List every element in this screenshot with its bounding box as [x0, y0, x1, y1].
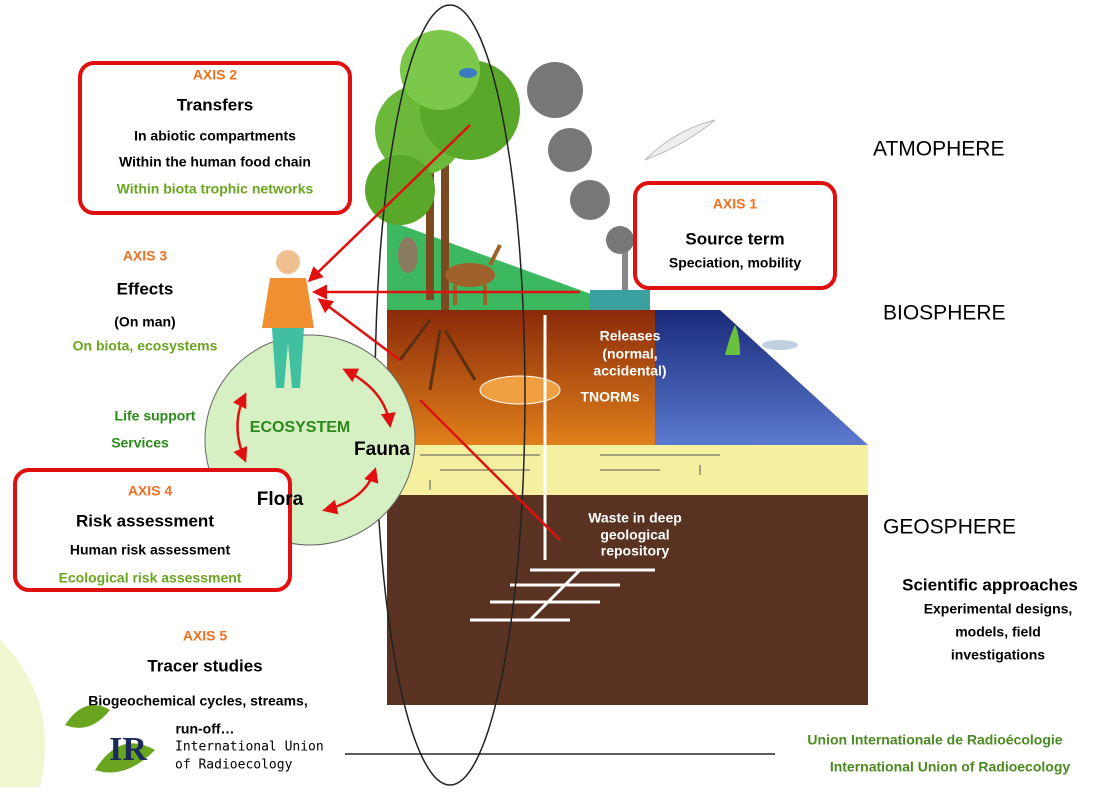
illustration-shape [459, 68, 477, 78]
axis-label: AXIS 3 [123, 248, 168, 264]
illustration-shape [590, 290, 650, 310]
logo: IR International Union of Radioecology [65, 705, 775, 773]
axis-title: Tracer studies [147, 656, 262, 675]
illustration-shape [365, 155, 435, 225]
scientific-line: Experimental designs, [924, 601, 1073, 617]
axis-line: run-off… [175, 721, 234, 737]
releases-label: (normal, [602, 346, 657, 362]
illustration-shape [276, 250, 300, 274]
axis-1: AXIS 1 Source term Speciation, mobility [635, 183, 835, 288]
page: Radioecology diagram {"axes":[ {"label":… [0, 0, 1113, 787]
waste-label: repository [601, 543, 670, 559]
axis-3: AXIS 3 Effects (On man) On biota, ecosys… [73, 248, 218, 354]
axis-label: AXIS 5 [183, 628, 228, 644]
axis-line: Within the human food chain [119, 154, 311, 170]
fauna-label: Fauna [354, 439, 410, 460]
logo-line: International Union [175, 740, 324, 755]
scientific-approaches: Scientific approaches Experimental desig… [902, 575, 1078, 662]
axis-line: Biogeochemical cycles, streams, [88, 693, 307, 709]
axis-line: Human risk assessment [70, 542, 231, 558]
axis-label: AXIS 4 [128, 483, 173, 499]
waste-label: Waste in deep [588, 510, 682, 526]
flora-label: Flora [257, 489, 304, 510]
illustration-shape [445, 263, 495, 287]
layer-label: ATMOPHERE [873, 138, 1004, 161]
axis-5: AXIS 5 Tracer studies Biogeochemical cyc… [88, 628, 307, 737]
illustration-shape [548, 128, 592, 172]
diagram: AXIS 2 Transfers In abiotic compartments… [0, 0, 1113, 787]
releases-label: accidental) [593, 363, 666, 379]
axis-label: AXIS 1 [713, 196, 758, 212]
axis-line: Ecological risk assessment [59, 570, 242, 586]
scientific-title: Scientific approaches [902, 575, 1078, 594]
service-label: Life support [115, 408, 196, 424]
illustration-shape [570, 180, 610, 220]
illustration-shape [0, 640, 45, 787]
logo-line: of Radioecology [175, 758, 293, 773]
illustration-shape [606, 226, 634, 254]
service-label: Services [111, 435, 169, 451]
scientific-line: investigations [951, 647, 1045, 663]
axis-2: AXIS 2 Transfers In abiotic compartments… [80, 63, 350, 213]
axis-line: In abiotic compartments [134, 128, 296, 144]
axis-title: Source term [685, 229, 784, 248]
axis-4: AXIS 4 Risk assessment Human risk assess… [15, 470, 290, 590]
illustration-shape [480, 376, 560, 404]
illustration-shape [262, 278, 314, 328]
releases-label: Releases [600, 328, 661, 344]
tnorms-label: TNORMs [580, 389, 639, 405]
illustration-shape [65, 705, 110, 728]
axis-line: Within biota trophic networks [117, 181, 314, 197]
body: AXIS 2 Transfers In abiotic compartments… [0, 0, 1113, 787]
illustration-shape [762, 340, 798, 350]
logo-mark: IR [109, 731, 147, 768]
axis-line: Speciation, mobility [669, 255, 801, 271]
illustration-shape [398, 237, 418, 273]
axis-title: Risk assessment [76, 511, 214, 530]
illustration-shape [645, 120, 715, 160]
layer-label: GEOSPHERE [883, 516, 1016, 539]
axis-line: On biota, ecosystems [73, 338, 218, 354]
footer: Union Internationale de Radioécologie In… [807, 732, 1070, 775]
footer-line: Union Internationale de Radioécologie [807, 732, 1062, 748]
waste-label: geological [600, 527, 669, 543]
axis-label: AXIS 2 [193, 67, 238, 83]
illustration-shape [527, 62, 583, 118]
layer-label: BIOSPHERE [883, 302, 1006, 325]
footer-line: International Union of Radioecology [830, 759, 1071, 775]
axis-title: Effects [117, 279, 174, 298]
ecosystem-label: ECOSYSTEM [250, 419, 350, 436]
axis-title: Transfers [177, 95, 254, 114]
scientific-line: models, field [955, 624, 1041, 640]
axis-line: (On man) [114, 314, 175, 330]
layer-labels: ATMOPHERE BIOSPHERE GEOSPHERE [873, 138, 1016, 539]
